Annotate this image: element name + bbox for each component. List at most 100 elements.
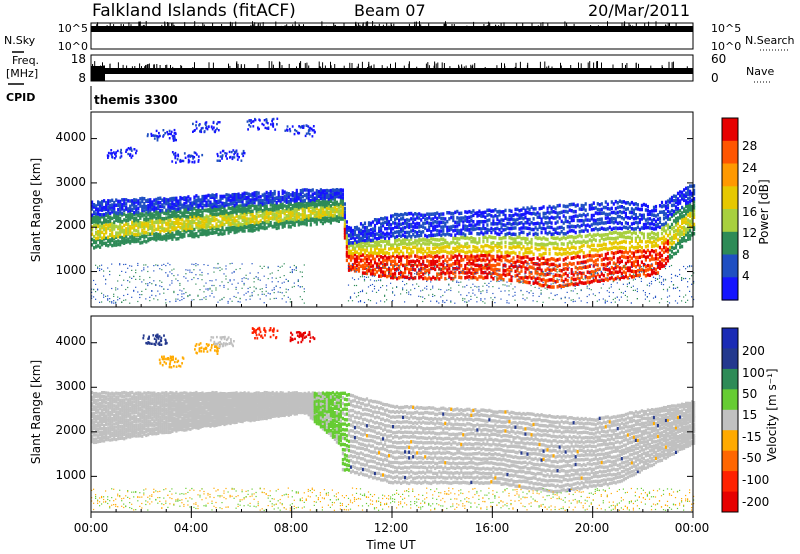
power-noise xyxy=(404,301,406,303)
power-cell xyxy=(259,195,262,199)
power-noise xyxy=(398,268,400,270)
power-noise xyxy=(566,284,568,286)
power-cell xyxy=(540,220,543,225)
power-cell xyxy=(155,232,158,236)
power-cell xyxy=(243,211,246,215)
power-cell xyxy=(442,267,445,271)
power-noise xyxy=(133,275,135,277)
power-cell xyxy=(522,212,525,217)
power-noise xyxy=(468,300,470,302)
power-cell xyxy=(578,213,581,217)
power-cell xyxy=(418,237,421,242)
power-cell xyxy=(466,257,469,261)
power-cell xyxy=(388,255,391,260)
power-cell xyxy=(518,255,521,259)
power-cell xyxy=(612,245,615,250)
power-cell xyxy=(568,221,571,225)
power-cell xyxy=(520,237,523,241)
power-cell xyxy=(562,209,565,214)
power-cell xyxy=(452,246,455,251)
power-cell xyxy=(299,192,302,196)
power-cell xyxy=(416,239,419,243)
power-cell xyxy=(388,220,391,224)
power-cell xyxy=(119,199,122,204)
power-cell xyxy=(468,244,471,249)
power-cell xyxy=(418,225,421,229)
power-cell xyxy=(598,243,601,248)
power-noise xyxy=(606,290,608,292)
power-cell xyxy=(175,199,178,203)
power-cell xyxy=(239,224,242,228)
power-noise xyxy=(249,298,251,300)
power-cell xyxy=(135,210,138,214)
power-cell xyxy=(540,226,543,231)
power-cell xyxy=(428,225,431,229)
power-cell xyxy=(588,264,591,268)
power-cell xyxy=(594,211,597,215)
power-noise xyxy=(159,280,161,282)
power-cell xyxy=(434,215,437,219)
power-cell xyxy=(576,282,579,286)
power-cell xyxy=(181,235,184,239)
power-cell xyxy=(422,251,425,256)
power-cell xyxy=(137,210,140,214)
power-noise xyxy=(191,299,193,301)
power-cell xyxy=(486,272,489,277)
power-cell xyxy=(380,267,383,271)
power-cell xyxy=(331,197,334,201)
power-cell xyxy=(492,263,495,268)
nsky-spike xyxy=(607,21,608,28)
power-cell xyxy=(367,251,371,256)
power-noise xyxy=(582,272,584,274)
power-noise xyxy=(251,292,253,294)
power-cell xyxy=(199,202,202,206)
power-cell xyxy=(221,221,224,226)
power-cell xyxy=(554,206,557,210)
freq-spike xyxy=(515,62,517,69)
power-cell xyxy=(221,228,224,232)
power-cell xyxy=(159,217,162,222)
power-cell xyxy=(604,252,607,257)
power-cell xyxy=(514,240,517,244)
power-cell xyxy=(450,241,453,245)
power-noise xyxy=(127,286,129,289)
power-cell xyxy=(357,227,361,231)
power-cell xyxy=(357,243,361,248)
power-cell xyxy=(171,205,174,209)
power-noise xyxy=(181,293,183,295)
power-cell xyxy=(498,262,501,267)
power-cell xyxy=(550,215,553,220)
power-cell xyxy=(219,220,222,225)
power-cell xyxy=(558,231,561,236)
power-cell xyxy=(448,251,451,255)
power-cell xyxy=(490,249,493,253)
power-cell xyxy=(416,225,419,229)
power-cell xyxy=(578,277,581,281)
power-cell xyxy=(508,265,511,269)
power-cell xyxy=(604,221,607,225)
power-cell xyxy=(612,261,615,265)
power-noise xyxy=(157,290,159,292)
power-cell xyxy=(524,250,527,255)
power-noise xyxy=(253,286,255,288)
power-cell xyxy=(119,207,122,211)
power-cell xyxy=(434,212,437,216)
power-cell xyxy=(562,204,565,208)
power-noise xyxy=(155,284,157,286)
power-noise xyxy=(351,263,354,265)
power-cell xyxy=(396,216,399,221)
power-noise xyxy=(554,294,556,296)
power-cell xyxy=(281,210,284,215)
power-cell xyxy=(444,276,447,281)
power-cell xyxy=(233,192,236,197)
freq-spike xyxy=(587,62,589,69)
power-cell xyxy=(396,276,399,281)
power-cell xyxy=(211,208,214,213)
power-cell xyxy=(406,250,409,254)
power-cell xyxy=(494,267,497,272)
power-noise xyxy=(584,278,586,280)
power-cell xyxy=(532,217,535,221)
power-noise xyxy=(392,292,394,294)
power-cell xyxy=(177,207,180,211)
power-cell xyxy=(486,250,489,255)
